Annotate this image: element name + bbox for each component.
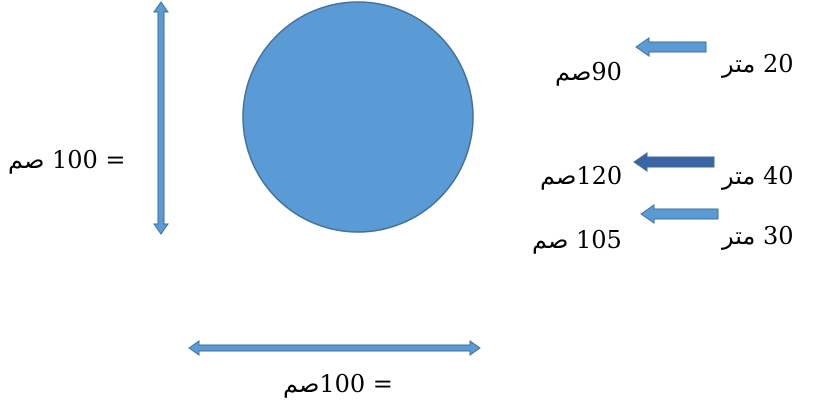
distance-label-3: 30 متر xyxy=(722,222,794,250)
measurement-arrow-2 xyxy=(633,152,715,172)
vertical-dimension-arrow xyxy=(153,1,169,235)
measurement-arrow-3 xyxy=(640,204,719,224)
distance-label-1: 20 متر xyxy=(722,50,794,78)
size-label-1: 90صم xyxy=(555,58,622,86)
size-label-2: 120صم xyxy=(540,162,623,190)
distance-label-2: 40 متر xyxy=(722,162,794,190)
circle-shape xyxy=(242,1,474,233)
measurement-arrow-1 xyxy=(635,37,707,57)
size-label-3: 105 صم xyxy=(532,226,622,254)
width-label: = 100صم xyxy=(283,370,393,398)
horizontal-dimension-arrow xyxy=(188,340,481,356)
height-label: = 100 صم xyxy=(8,146,126,174)
